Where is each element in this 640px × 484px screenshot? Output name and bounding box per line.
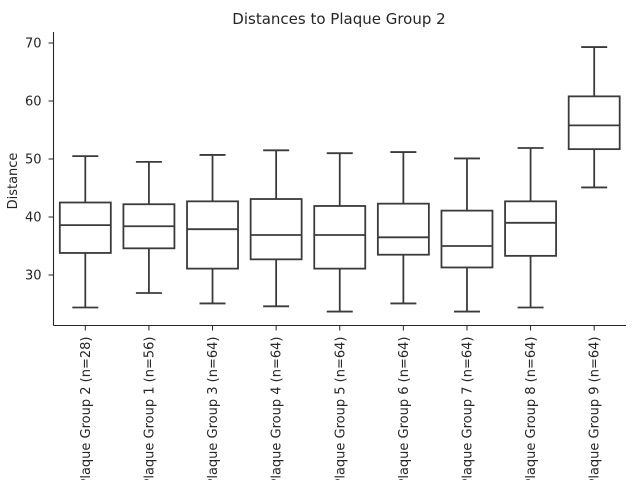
chart-title: Distances to Plaque Group 2 (232, 10, 445, 28)
box-3 (186, 154, 239, 305)
y-tick-label: 70 (25, 37, 42, 52)
x-tick-label: Plaque Group 1 (n=56) (142, 337, 157, 481)
box-group (58, 46, 621, 313)
box-iqr (376, 202, 430, 256)
box-iqr (249, 198, 303, 261)
x-tick-label: Plaque Group 4 (n=64) (270, 337, 285, 481)
box-9 (567, 46, 621, 189)
box-iqr (504, 200, 557, 257)
x-tick-label: Plaque Group 8 (n=64) (524, 337, 539, 481)
y-tick-group: 30 40 50 60 70 (25, 37, 54, 284)
y-tick-label: 50 (25, 153, 42, 168)
x-tick-label: Plaque Group 7 (n=64) (460, 337, 475, 481)
box-iqr (58, 201, 112, 254)
box-iqr (186, 200, 239, 270)
y-tick-label: 60 (25, 95, 42, 110)
box-5 (313, 152, 367, 313)
x-tick-label: Plaque Group 2 (n=28) (79, 337, 94, 481)
box-8 (504, 147, 557, 309)
x-tick-label: Plaque Group 3 (n=64) (206, 337, 221, 481)
box-7 (440, 157, 494, 313)
x-tick-label: Plaque Group 6 (n=64) (397, 337, 412, 481)
box-6 (376, 151, 430, 305)
box-iqr (440, 209, 494, 269)
box-iqr (567, 95, 621, 151)
box-2 (122, 160, 176, 294)
box-4 (249, 149, 303, 308)
box-iqr (313, 205, 367, 270)
y-axis-label: Distance (6, 153, 21, 210)
x-tick-label: Plaque Group 9 (n=64) (588, 337, 603, 481)
x-tick-label: Plaque Group 5 (n=64) (333, 337, 348, 481)
x-tick-group: Plaque Group 2 (n=28) Plaque Group 1 (n=5… (79, 325, 603, 484)
y-tick-label: 40 (25, 211, 42, 226)
box-1 (58, 155, 112, 309)
y-tick-label: 30 (25, 269, 42, 284)
